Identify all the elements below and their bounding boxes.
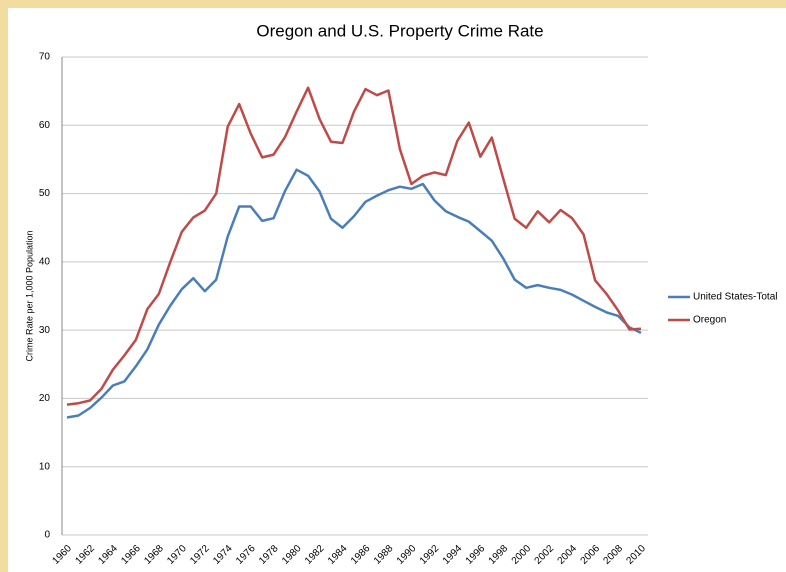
y-tick-label: 30 [39,325,51,336]
legend-label: United States-Total [693,292,778,303]
y-tick-label: 60 [39,120,51,131]
y-tick-label: 0 [44,530,50,541]
chart-title: Oregon and U.S. Property Crime Rate [256,21,543,40]
y-tick-label: 40 [39,256,51,267]
y-tick-label: 10 [39,461,51,472]
y-tick-label: 20 [39,393,51,404]
y-axis-label: Crime Rate per 1,000 Population [24,230,34,361]
y-tick-label: 70 [39,52,51,63]
data-line [66,168,642,419]
legend-label: Oregon [693,315,726,326]
chart-background [8,8,786,572]
data-line [66,86,642,406]
y-tick-label: 50 [39,188,51,199]
